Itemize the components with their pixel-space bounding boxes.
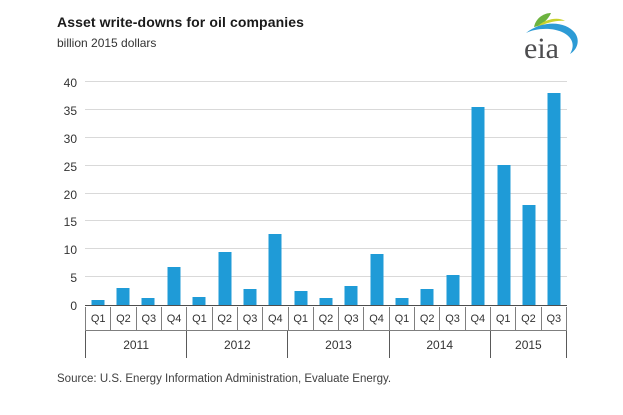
quarter-label: Q1 <box>187 307 213 331</box>
bar <box>268 234 282 305</box>
bar <box>446 274 460 305</box>
quarter-label: Q4 <box>161 307 188 331</box>
logo-swoosh-blue <box>526 23 578 54</box>
y-tick-label: 10 <box>63 243 77 258</box>
bar <box>497 165 511 305</box>
year-label: 2012 <box>186 331 287 358</box>
quarter-label: Q3 <box>440 307 466 331</box>
bar <box>522 204 536 305</box>
bar <box>319 297 333 305</box>
y-tick-label: 5 <box>70 271 77 286</box>
chart-subtitle: billion 2015 dollars <box>57 36 157 50</box>
chart-title: Asset write-downs for oil companies <box>57 14 304 30</box>
year-axis: 2011 2012 2013 2014 2015 <box>85 331 567 358</box>
bar <box>116 287 130 305</box>
logo-text: eia <box>524 32 559 65</box>
bar <box>547 93 561 305</box>
quarter-axis: Q1 Q2 Q3 Q4 Q1 Q2 Q3 Q4 Q1 Q2 Q3 Q4 Q1 Q2 Q3 Q4 Q1 Q2 Q3 <box>85 307 567 331</box>
plot-area <box>85 81 567 306</box>
logo-leaf-yellow <box>536 18 565 28</box>
quarter-label: Q4 <box>364 307 390 331</box>
y-tick-label: 40 <box>63 76 77 90</box>
bar <box>370 254 384 305</box>
source-note: Source: U.S. Energy Information Administ… <box>57 373 392 385</box>
quarter-label: Q3 <box>237 307 264 331</box>
bar <box>218 252 232 305</box>
quarter-label: Q1 <box>389 307 416 331</box>
gridline-40 <box>85 81 567 82</box>
year-label: 2011 <box>85 331 186 358</box>
y-tick-label: 20 <box>63 187 77 202</box>
bar <box>141 297 155 305</box>
year-label: 2015 <box>489 331 567 358</box>
bar <box>344 286 358 305</box>
gridline-30 <box>85 136 567 138</box>
quarter-label: Q4 <box>465 307 491 331</box>
gridline-15 <box>85 220 567 222</box>
gridline-10 <box>85 248 567 250</box>
gridline-5 <box>85 276 567 278</box>
bar <box>192 297 206 305</box>
quarter-label: Q3 <box>339 307 365 331</box>
quarter-label: Q4 <box>263 307 289 331</box>
eia-logo: eia <box>524 13 578 65</box>
bar <box>167 267 181 305</box>
y-tick-label: 35 <box>63 103 77 118</box>
y-tick-label: 15 <box>63 215 77 230</box>
bar <box>395 298 409 305</box>
logo-leaf-green <box>534 13 551 27</box>
year-label: 2013 <box>287 331 388 358</box>
y-tick-label: 25 <box>63 159 77 174</box>
quarter-label: Q3 <box>541 307 567 331</box>
quarter-label: Q2 <box>415 307 441 331</box>
quarter-label: Q3 <box>136 307 162 331</box>
quarter-label: Q2 <box>111 307 137 331</box>
y-tick-label: 30 <box>63 131 77 146</box>
quarter-label: Q2 <box>516 307 542 331</box>
y-tick-label: 0 <box>70 299 77 313</box>
quarter-label: Q1 <box>85 307 112 331</box>
gridline-35 <box>85 108 567 110</box>
gridline-25 <box>85 164 567 166</box>
bar <box>91 299 105 305</box>
gridline-20 <box>85 192 567 194</box>
bar <box>420 288 434 305</box>
bar <box>471 107 485 305</box>
quarter-label: Q2 <box>212 307 238 331</box>
bar <box>243 288 257 305</box>
bar <box>294 290 308 305</box>
year-label: 2014 <box>388 331 490 358</box>
quarter-label: Q1 <box>491 307 517 331</box>
quarter-label: Q1 <box>288 307 314 331</box>
quarter-label: Q2 <box>313 307 340 331</box>
